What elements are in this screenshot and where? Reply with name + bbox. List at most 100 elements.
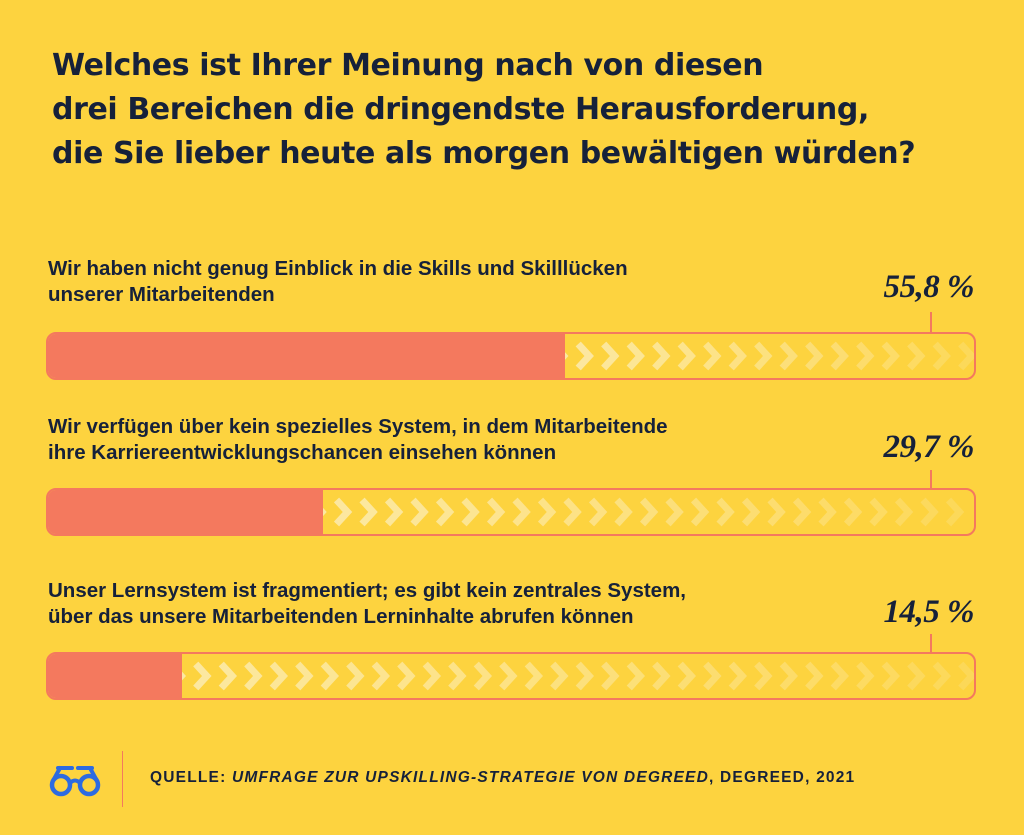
bar-3-chevron-10 xyxy=(397,661,416,691)
footer-divider xyxy=(122,751,123,807)
chart-title: Welches ist Ihrer Meinung nach von diese… xyxy=(52,44,992,176)
category-label-1: Wir haben nicht genug Einblick in die Sk… xyxy=(48,256,868,308)
title-line-3: die Sie lieber heute als morgen bewältig… xyxy=(52,136,916,171)
bar-3-chevron-18 xyxy=(601,661,620,691)
source-suffix: , DEGREED, 2021 xyxy=(709,769,856,786)
bar-2-chevron-11 xyxy=(563,497,582,527)
bar-2-chevron-24 xyxy=(894,497,914,527)
bar-2-chevron-16 xyxy=(690,497,710,527)
chevron-pattern-1 xyxy=(550,341,974,371)
bar-3-chevron-8 xyxy=(346,661,365,691)
bar-3-chevron-15 xyxy=(524,661,544,691)
value-label-1: 55,8 % xyxy=(883,269,975,305)
bar-fill-3 xyxy=(48,654,183,698)
bar-3-chevron-4 xyxy=(244,661,263,691)
bar-2-chevron-6 xyxy=(435,497,455,527)
bar-track-1 xyxy=(46,332,976,380)
bar-3-chevron-6 xyxy=(295,661,314,691)
bar-1-chevron-8 xyxy=(728,341,747,371)
bar-2-chevron-7 xyxy=(461,497,480,527)
bar-3-chevron-14 xyxy=(499,661,518,691)
value-tick-2 xyxy=(930,470,932,490)
bar-3-chevron-27 xyxy=(830,661,850,691)
bar-2-chevron-17 xyxy=(716,497,735,527)
bar-2-chevron-12 xyxy=(588,497,608,527)
glasses-icon xyxy=(49,766,101,797)
bar-3-chevron-24 xyxy=(754,661,773,691)
bar-1-chevron-4 xyxy=(626,341,645,371)
value-label-3: 14,5 % xyxy=(883,594,975,630)
bar-item-2: Wir verfügen über kein spezielles System… xyxy=(46,414,976,554)
bar-3-chevron-7 xyxy=(320,661,340,691)
bar-1-chevron-3 xyxy=(601,341,620,371)
bar-3-chevron-11 xyxy=(422,661,442,691)
value-tick-3 xyxy=(930,634,932,654)
bar-3-chevron-28 xyxy=(856,661,875,691)
bar-2-chevron-5 xyxy=(410,497,429,527)
bar-2-chevron-14 xyxy=(639,497,659,527)
bar-3-chevron-21 xyxy=(677,661,697,691)
category-label-3: Unser Lernsystem ist fragmentiert; es gi… xyxy=(48,578,868,630)
bar-3-chevron-19 xyxy=(626,661,646,691)
bar-3-chevron-25 xyxy=(779,661,799,691)
bar-item-1: Wir haben nicht genug Einblick in die Sk… xyxy=(46,256,976,396)
bar-2-chevron-21 xyxy=(818,497,837,527)
bar-2-chevron-19 xyxy=(767,497,786,527)
chevron-pattern-3 xyxy=(167,661,974,691)
bar-3-chevron-26 xyxy=(805,661,824,691)
bar-3-chevron-31 xyxy=(932,661,952,691)
bar-2-chevron-2 xyxy=(333,497,353,527)
title-line-2: drei Bereichen die dringendste Herausfor… xyxy=(52,92,869,127)
bar-1-chevron-9 xyxy=(754,341,773,371)
bar-1-chevron-13 xyxy=(856,341,875,371)
bar-3-chevron-17 xyxy=(575,661,595,691)
bar-1-chevron-2 xyxy=(575,341,594,371)
bar-2-chevron-13 xyxy=(614,497,633,527)
value-tick-1 xyxy=(930,312,932,334)
category-label-3-line-1: Unser Lernsystem ist fragmentiert; es gi… xyxy=(48,579,687,602)
value-label-2: 29,7 % xyxy=(883,429,975,465)
source-note: QUELLE: UMFRAGE ZUR UPSKILLING-STRATEGIE… xyxy=(150,768,855,788)
bar-3-chevron-29 xyxy=(881,661,901,691)
bar-3-chevron-5 xyxy=(269,661,289,691)
category-label-3-line-2: über das unsere Mitarbeitenden Lerninhal… xyxy=(48,605,634,628)
bar-fill-1 xyxy=(48,334,565,378)
category-label-1-line-1: Wir haben nicht genug Einblick in die Sk… xyxy=(48,257,628,280)
bar-2-chevron-3 xyxy=(359,497,378,527)
bar-3-chevron-2 xyxy=(193,661,212,691)
bar-3-chevron-16 xyxy=(550,661,569,691)
bar-3-chevron-13 xyxy=(473,661,493,691)
bar-2-chevron-22 xyxy=(843,497,863,527)
bar-3-chevron-32 xyxy=(958,661,974,691)
bar-1-chevron-5 xyxy=(652,341,671,371)
bar-1-chevron-17 xyxy=(958,341,974,371)
category-label-2-line-2: ihre Karriereentwicklungschancen einsehe… xyxy=(48,441,557,464)
bar-2-chevron-20 xyxy=(792,497,812,527)
source-prefix: QUELLE: xyxy=(150,769,232,786)
bar-2-chevron-18 xyxy=(741,497,761,527)
bar-track-3 xyxy=(46,652,976,700)
category-label-1-line-2: unserer Mitarbeitenden xyxy=(48,283,275,306)
bar-1-chevron-15 xyxy=(907,341,926,371)
bar-3-chevron-20 xyxy=(652,661,671,691)
bar-2-chevron-10 xyxy=(537,497,557,527)
bar-1-chevron-12 xyxy=(830,341,849,371)
bar-3-chevron-3 xyxy=(218,661,238,691)
bar-1-chevron-10 xyxy=(779,341,798,371)
bar-2-chevron-8 xyxy=(486,497,506,527)
bar-2-chevron-15 xyxy=(665,497,684,527)
category-label-2: Wir verfügen über kein spezielles System… xyxy=(48,414,868,466)
category-label-2-line-1: Wir verfügen über kein spezielles System… xyxy=(48,415,668,438)
bar-fill-2 xyxy=(48,490,324,534)
bar-1-chevron-14 xyxy=(881,341,900,371)
bar-1-chevron-7 xyxy=(703,341,722,371)
bar-1-chevron-11 xyxy=(805,341,824,371)
bar-2-chevron-4 xyxy=(384,497,404,527)
bar-2-chevron-9 xyxy=(512,497,531,527)
bar-3-chevron-9 xyxy=(371,661,391,691)
bar-item-3: Unser Lernsystem ist fragmentiert; es gi… xyxy=(46,578,976,718)
bar-1-chevron-6 xyxy=(677,341,696,371)
bar-1-chevron-16 xyxy=(932,341,951,371)
bar-3-chevron-22 xyxy=(703,661,722,691)
bar-3-chevron-12 xyxy=(448,661,467,691)
